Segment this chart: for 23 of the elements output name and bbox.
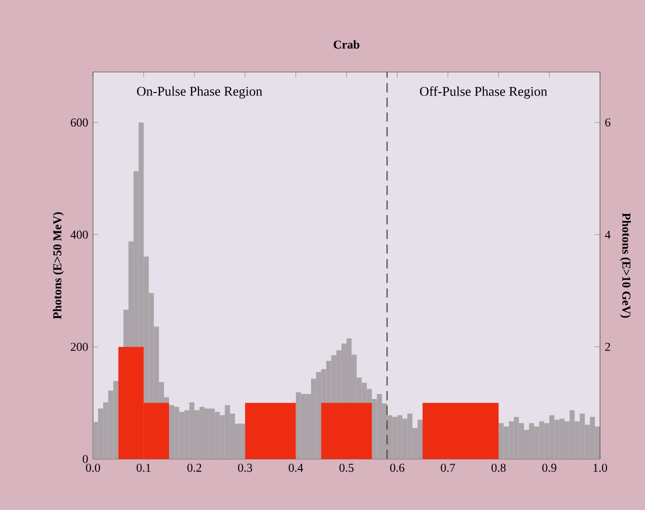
chart-title: Crab: [334, 40, 360, 49]
x-tick-label: 0.9: [542, 464, 556, 472]
x-tick-label: 0.3: [238, 464, 252, 472]
y2-axis-title: Photons (E>10 GeV): [620, 212, 631, 318]
x-tick-label: 0.0: [86, 464, 100, 472]
annotation: On-Pulse Phase Region: [137, 86, 262, 99]
x-tick-label: 0.6: [390, 464, 404, 472]
y-tick-label: 600: [70, 118, 88, 127]
y2-tick-label: 6: [605, 118, 610, 127]
x-tick-label: 0.2: [187, 464, 202, 472]
y-tick-label: 0: [82, 454, 88, 464]
y-axis-title: Photons (E>50 MeV): [52, 212, 64, 320]
y2-tick-label: 4: [604, 230, 611, 239]
x-tick-label: 0.1: [136, 464, 150, 472]
y2-tick-label: 2: [605, 342, 610, 351]
x-tick-label: 0.7: [440, 464, 456, 472]
x-tick-label: 0.4: [288, 464, 304, 472]
y-tick-label: 400: [70, 230, 88, 239]
x-tick-label: 1.0: [594, 464, 608, 472]
y-tick-label: 200: [70, 342, 88, 351]
x-tick-label: 0.8: [492, 464, 506, 472]
x-tick-label: 0.5: [339, 464, 354, 472]
annotation: Off-Pulse Phase Region: [420, 86, 548, 99]
